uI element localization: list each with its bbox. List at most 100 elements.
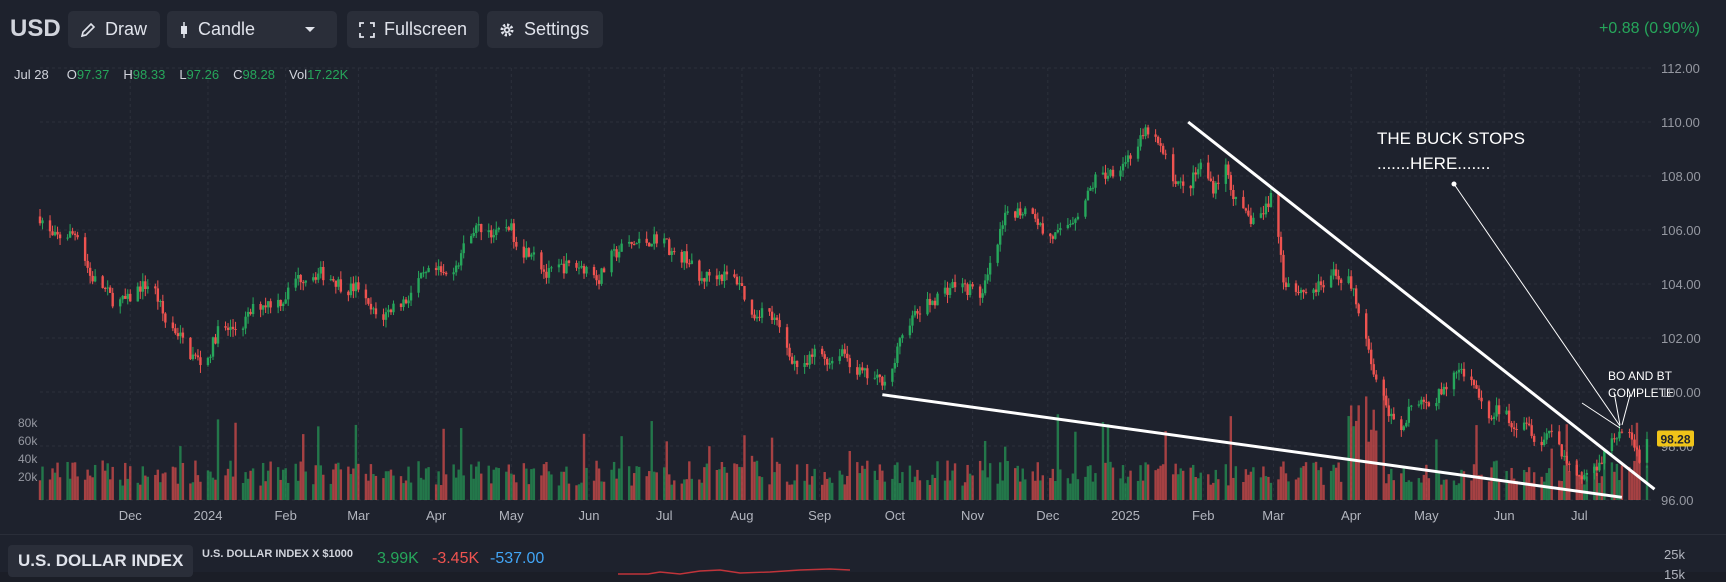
- candle-body: [1089, 188, 1092, 191]
- volume-bar: [1595, 472, 1599, 500]
- candle-body: [1354, 288, 1358, 305]
- candle-body: [550, 267, 553, 269]
- candle-body: [810, 354, 814, 357]
- candle-body: [329, 279, 333, 281]
- candle-body: [73, 233, 77, 236]
- index-button[interactable]: U.S. DOLLAR INDEX: [8, 545, 194, 577]
- volume-bar: [908, 465, 912, 500]
- volume-bar: [876, 479, 879, 500]
- candle-body: [249, 311, 252, 315]
- candle-body: [1487, 401, 1491, 419]
- volume-bar: [1357, 405, 1360, 500]
- volume-bar: [1124, 483, 1127, 500]
- volume-bar: [983, 440, 987, 500]
- volume-bar: [269, 461, 272, 500]
- chart-type-label: Candle: [198, 19, 256, 39]
- volume-bar: [948, 480, 952, 500]
- volume-bar: [542, 464, 546, 500]
- candle-body: [407, 300, 410, 304]
- candle-body: [1568, 463, 1571, 465]
- upper-trendline[interactable]: [1187, 120, 1656, 491]
- volume-bar: [387, 471, 390, 500]
- index-subtitle: U.S. DOLLAR INDEX X $1000: [202, 548, 353, 560]
- volume-bar: [1144, 462, 1147, 500]
- volume-bar: [1515, 480, 1518, 500]
- volume-tick-label: 20k: [18, 470, 38, 484]
- volume-bar: [530, 469, 533, 500]
- candle-body: [532, 252, 536, 255]
- legend-low-label: L: [179, 67, 187, 82]
- draw-button[interactable]: Draw: [68, 11, 160, 48]
- callout-pointer-line: [1613, 391, 1621, 426]
- candle-body: [981, 293, 984, 298]
- price-axis[interactable]: 112.00 110.00 108.00 106.00 104.00 102.00 100.…: [18, 61, 1701, 508]
- candle-body: [1437, 389, 1441, 404]
- candle-body: [1613, 438, 1616, 440]
- volume-bar: [861, 465, 864, 500]
- volume-bar: [891, 478, 894, 500]
- volume-bar: [750, 455, 754, 500]
- candle-body: [1635, 447, 1639, 450]
- fullscreen-button[interactable]: Fullscreen: [347, 11, 479, 48]
- volume-bar: [637, 466, 641, 500]
- candle-body: [1425, 401, 1428, 403]
- volume-bar: [1161, 464, 1165, 500]
- volume-bar: [831, 482, 834, 500]
- time-tick-label: Apr: [426, 508, 447, 523]
- volume-bar: [683, 479, 686, 500]
- symbol-label[interactable]: USD: [10, 15, 61, 42]
- volume-bar: [1563, 465, 1566, 500]
- volume-bar: [1106, 424, 1110, 500]
- volume-bar: [216, 419, 220, 500]
- price-tick-label: 102.00: [1661, 331, 1701, 346]
- volume-bar: [154, 474, 157, 500]
- candle-body: [492, 235, 495, 238]
- lower-trendline[interactable]: [882, 393, 1623, 499]
- settings-button[interactable]: Settings: [487, 11, 603, 48]
- candle-body: [1337, 275, 1340, 280]
- candle-body: [630, 241, 633, 245]
- candle-body: [600, 268, 603, 284]
- chart-type-dropdown[interactable]: Candle: [167, 11, 337, 48]
- candle-body: [442, 271, 445, 273]
- volume-bar: [688, 461, 691, 500]
- volume-bar: [1470, 480, 1473, 500]
- candle-body: [1227, 164, 1230, 176]
- price-chart[interactable]: THE BUCK STOPS .......HERE....... BO AND B…: [0, 0, 1726, 534]
- candle-body: [507, 227, 511, 230]
- volume-bar: [1024, 479, 1027, 500]
- candle-body: [582, 265, 586, 274]
- candle-body: [1593, 466, 1596, 473]
- volume-bar: [1051, 468, 1055, 500]
- volume-bar: [810, 476, 814, 500]
- candle-body: [510, 223, 513, 230]
- volume-bar: [409, 482, 413, 500]
- volume-bar: [337, 462, 340, 500]
- candle-body: [1069, 223, 1072, 225]
- time-axis[interactable]: Dec 2024 Feb Mar Apr May Jun Jul Aug Sep Oct Nov Dec…: [119, 508, 1588, 523]
- candle-body: [226, 327, 230, 330]
- candle-body: [632, 244, 636, 246]
- candle-body: [56, 231, 59, 235]
- volume-bar: [896, 462, 899, 500]
- volume-bar: [181, 462, 185, 500]
- volume-bar: [612, 461, 616, 500]
- volume-bar: [136, 482, 139, 500]
- volume-bar: [645, 476, 648, 500]
- candle-body: [1540, 441, 1543, 446]
- volume-bar: [121, 485, 124, 500]
- time-tick-label: Jul: [656, 508, 673, 523]
- volume-bar: [617, 468, 621, 500]
- volume-bar: [83, 479, 87, 500]
- candle-body: [437, 266, 440, 271]
- volume-bar: [1111, 467, 1115, 500]
- volume-bar: [1568, 471, 1571, 500]
- volume-bar: [725, 472, 729, 500]
- volume-bar: [1194, 476, 1197, 500]
- volume-bar: [863, 468, 867, 500]
- volume-bar: [319, 465, 322, 500]
- candle-body: [384, 312, 388, 320]
- candle-body: [472, 232, 475, 237]
- volume-bar: [1367, 441, 1370, 500]
- candle-body: [214, 337, 217, 344]
